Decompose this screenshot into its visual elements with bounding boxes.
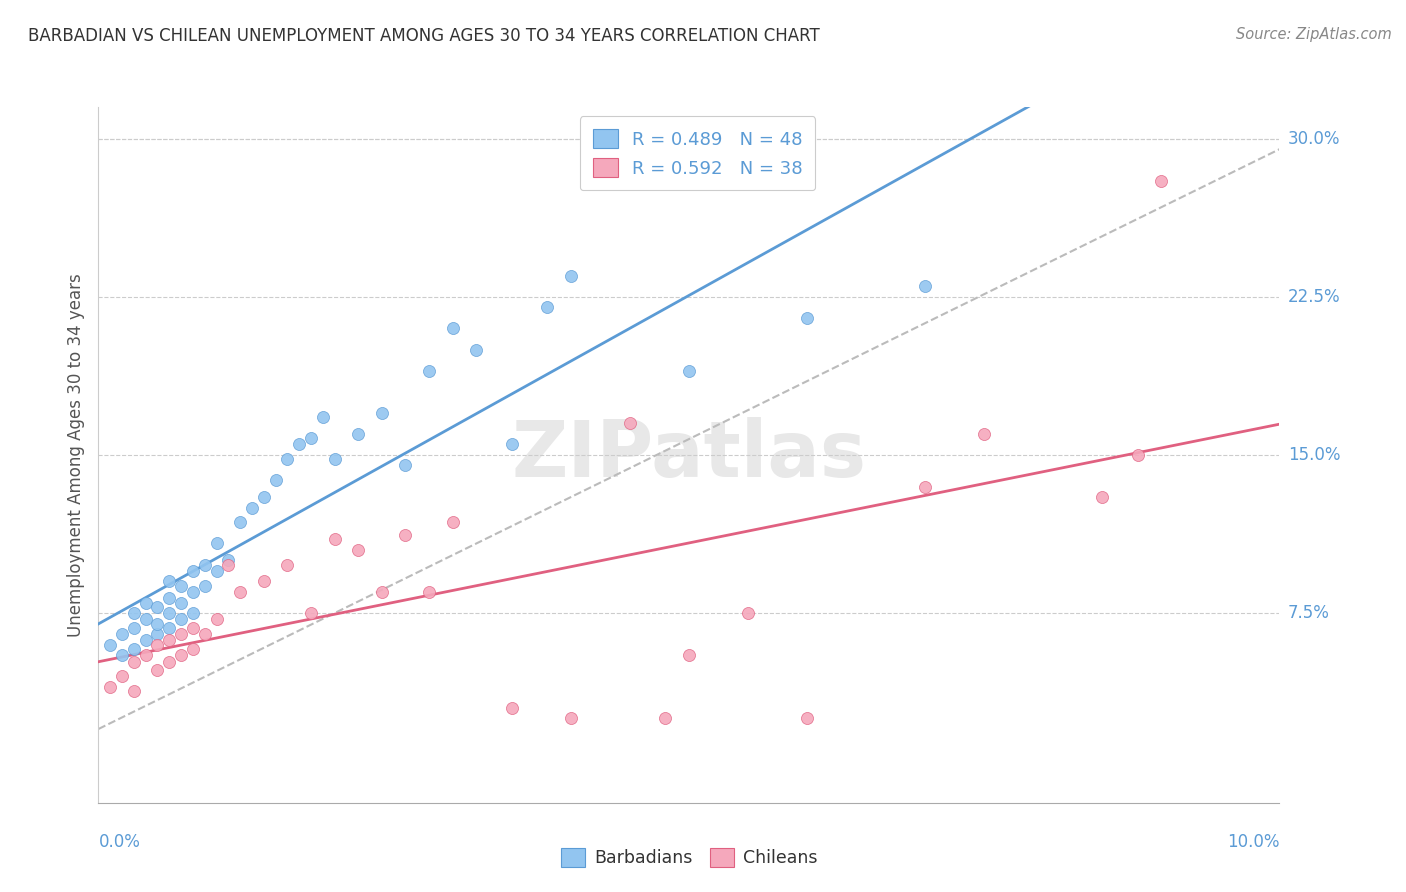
Point (194, 627, 217, 641)
Point (194, 558, 217, 572)
Point (157, 655, 180, 669)
Point (536, 301, 558, 315)
Point (1126, 448, 1149, 462)
Point (170, 579, 193, 593)
Point (181, 641, 204, 656)
Point (111, 648, 134, 663)
Point (205, 612, 228, 626)
Text: 0.0%: 0.0% (98, 833, 141, 851)
Point (135, 633, 157, 648)
Text: 30.0%: 30.0% (1288, 129, 1340, 148)
Point (737, 606, 759, 620)
Point (796, 711, 818, 725)
Point (181, 564, 204, 578)
Point (157, 633, 180, 648)
Point (323, 452, 346, 467)
Point (264, 473, 287, 487)
Point (205, 536, 228, 550)
Point (181, 606, 204, 620)
Point (914, 279, 936, 293)
Point (1150, 174, 1173, 188)
Point (217, 553, 239, 567)
Point (146, 599, 169, 614)
Point (170, 612, 193, 626)
Point (98, 680, 121, 694)
Text: 7.5%: 7.5% (1288, 604, 1330, 622)
Text: 15.0%: 15.0% (1288, 446, 1340, 464)
Point (465, 343, 488, 357)
Point (122, 684, 145, 698)
Point (441, 321, 464, 335)
Text: 22.5%: 22.5% (1288, 288, 1340, 306)
Point (796, 310, 818, 325)
Point (441, 516, 464, 530)
Point (240, 500, 263, 515)
Point (181, 585, 204, 599)
Point (678, 363, 700, 377)
Point (914, 479, 936, 493)
Point (347, 426, 370, 441)
Text: Source: ZipAtlas.com: Source: ZipAtlas.com (1236, 27, 1392, 42)
Y-axis label: Unemployment Among Ages 30 to 34 years: Unemployment Among Ages 30 to 34 years (66, 273, 84, 637)
Point (323, 533, 346, 547)
Point (560, 711, 582, 725)
Point (288, 437, 311, 451)
Point (371, 585, 394, 599)
Point (418, 585, 440, 599)
Point (146, 663, 169, 677)
Point (146, 627, 169, 641)
Point (299, 606, 322, 620)
Point (135, 595, 157, 609)
Point (157, 621, 180, 635)
Point (157, 606, 180, 620)
Point (229, 516, 252, 530)
Point (146, 616, 169, 631)
Point (253, 574, 276, 589)
Legend: Barbadians, Chileans: Barbadians, Chileans (554, 841, 824, 874)
Point (229, 585, 252, 599)
Point (170, 627, 193, 641)
Point (299, 431, 322, 445)
Point (654, 711, 676, 725)
Text: BARBADIAN VS CHILEAN UNEMPLOYMENT AMONG AGES 30 TO 34 YEARS CORRELATION CHART: BARBADIAN VS CHILEAN UNEMPLOYMENT AMONG … (28, 27, 820, 45)
Point (312, 409, 335, 424)
Point (276, 452, 298, 467)
Point (501, 701, 523, 715)
Point (1091, 490, 1114, 504)
Point (122, 641, 145, 656)
Point (122, 655, 145, 669)
Point (135, 612, 157, 626)
Point (146, 638, 169, 652)
Point (122, 621, 145, 635)
Point (253, 490, 276, 504)
Point (371, 406, 394, 420)
Point (135, 648, 157, 663)
Point (181, 621, 204, 635)
Text: ZIPatlas: ZIPatlas (512, 417, 866, 493)
Point (560, 268, 582, 283)
Point (205, 564, 228, 578)
Point (347, 542, 370, 557)
Point (111, 627, 134, 641)
Point (122, 606, 145, 620)
Point (619, 417, 641, 431)
Point (157, 574, 180, 589)
Point (501, 437, 523, 451)
Point (170, 595, 193, 609)
Point (194, 579, 217, 593)
Point (157, 591, 180, 606)
Point (111, 669, 134, 683)
Point (394, 528, 416, 542)
Point (394, 458, 416, 473)
Point (418, 363, 440, 377)
Text: 10.0%: 10.0% (1227, 833, 1279, 851)
Point (98, 638, 121, 652)
Point (973, 426, 995, 441)
Point (678, 648, 700, 663)
Point (217, 558, 239, 572)
Point (276, 558, 298, 572)
Point (170, 648, 193, 663)
